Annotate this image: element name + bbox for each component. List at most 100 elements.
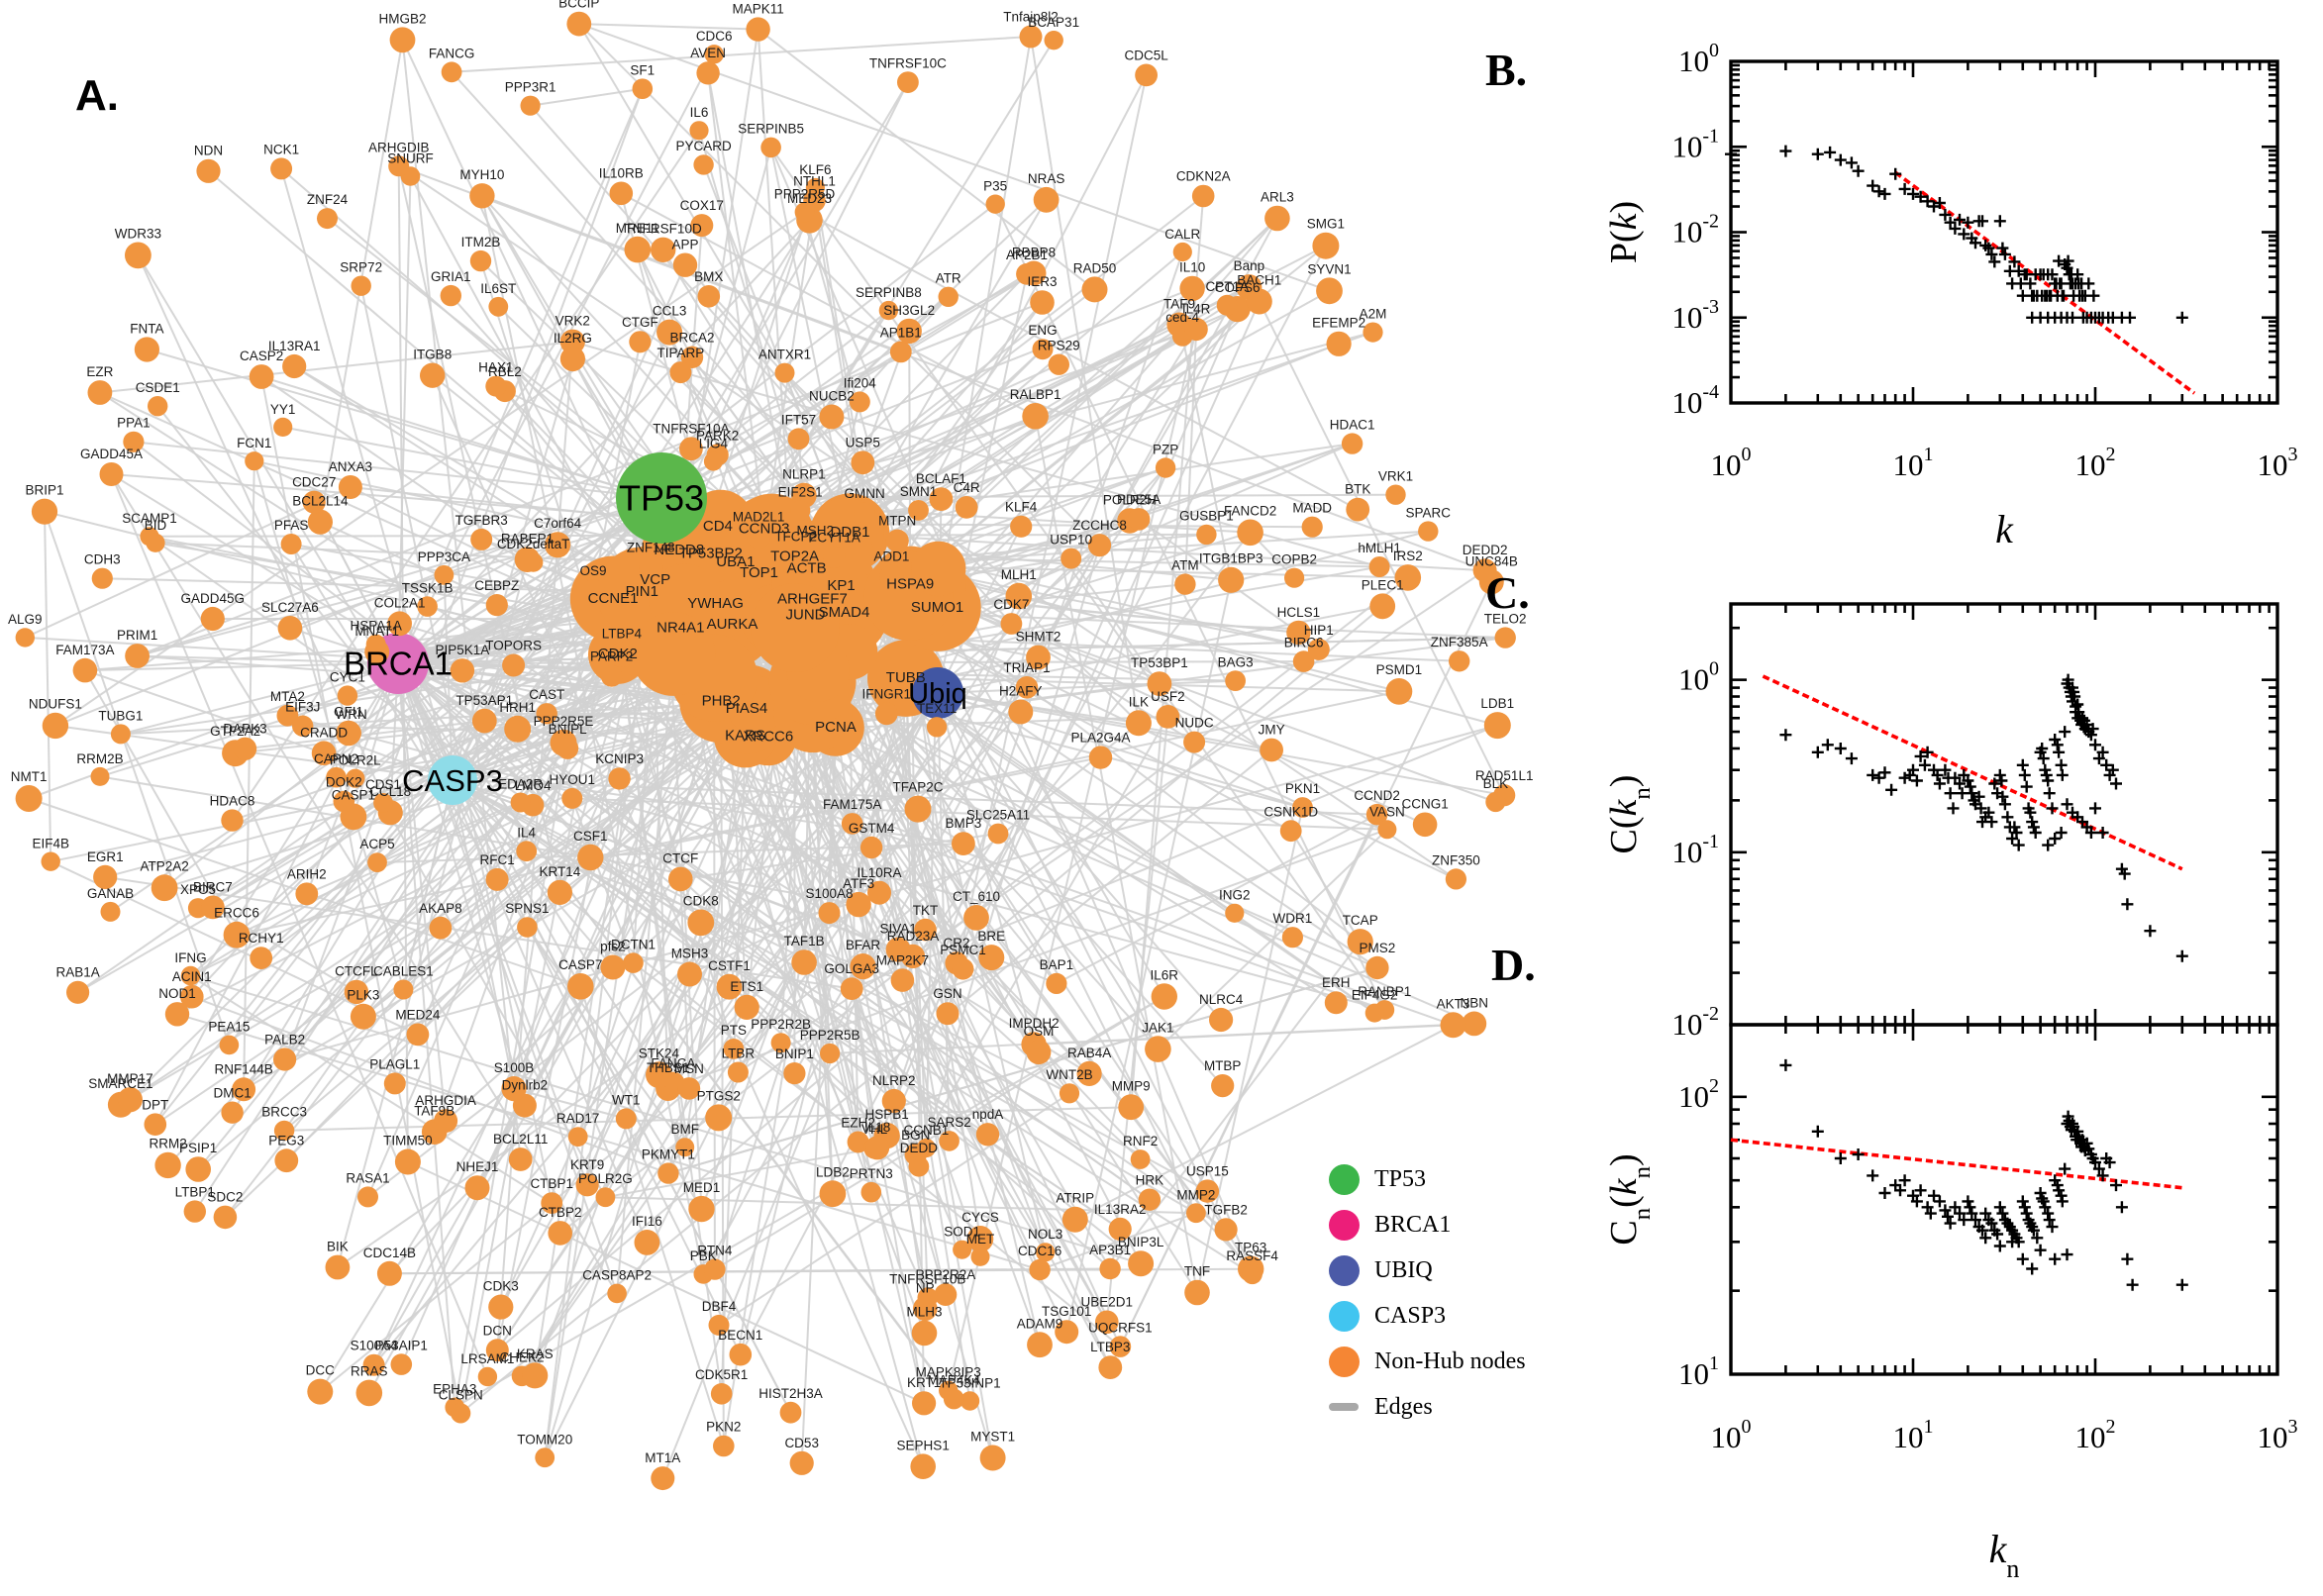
network-edge [904, 678, 929, 1298]
network-node [1246, 288, 1272, 315]
network-node [1000, 613, 1023, 635]
network-node-label: FAM173A [55, 643, 114, 657]
network-node-label: BRCA2 [669, 331, 714, 346]
network-node-label: LIG4 [699, 437, 729, 451]
network-node [1060, 548, 1082, 569]
network-node [561, 787, 583, 809]
network-node-label: PRTN3 [850, 1166, 893, 1181]
network-node-label: IFNG [174, 950, 206, 965]
network-edge [530, 87, 643, 107]
network-node-label: HIST2H3A [758, 1386, 823, 1401]
network-node [1099, 1257, 1121, 1280]
network-node-label: NDUFS1 [29, 697, 82, 712]
network-node [1364, 1003, 1384, 1023]
network-node [1462, 1011, 1487, 1037]
network-legend: TP53 BRCA1 UBIQ CASP3 Non-Hub nodes Edge… [1329, 1156, 1526, 1430]
network-node-label: MSH3 [671, 947, 709, 961]
network-node-label: THBS1 [647, 1060, 690, 1075]
network-node [536, 703, 557, 725]
network-node-label: TRIAP1 [1003, 660, 1050, 675]
network-node-label: MMP17 [107, 1071, 153, 1086]
network-node-label: EIF4B [32, 837, 69, 851]
hub-node-label: Ubiq [908, 678, 967, 710]
hub-node-label: CASP3 [402, 763, 503, 798]
network-node-label: MT1A [645, 1450, 680, 1465]
network-edge [243, 460, 255, 1090]
legend-item-nonhub: Non-Hub nodes [1329, 1339, 1526, 1384]
network-node [1155, 457, 1176, 478]
network-node [1088, 746, 1113, 769]
hub-node-CASP3 [428, 755, 477, 805]
plot-frame [1729, 59, 2279, 405]
network-node [1015, 676, 1039, 699]
scatter-point-marks [1779, 673, 2188, 962]
network-node-label: CDK2deltaT [497, 537, 570, 551]
network-edge [397, 203, 996, 664]
network-edge [571, 797, 1387, 831]
network-node-label: PSMC1 [940, 943, 986, 957]
network-node-label: BCCIP [558, 0, 599, 11]
network-node-label: CAST [529, 687, 564, 702]
x-tick-label: 100 [1711, 1416, 1752, 1454]
network-node-label: BCL2L14 [292, 494, 349, 509]
network-edge [937, 692, 1197, 1214]
network-node [789, 1450, 814, 1475]
core-node-label: KP1 [827, 577, 855, 594]
network-node-label: CALR [1164, 227, 1200, 242]
network-node-label: Ifi204 [844, 375, 877, 390]
network-node-label: HSPA1A [351, 619, 402, 634]
network-node [90, 766, 110, 786]
network-node-label: MYH10 [459, 167, 504, 182]
x-tick-label: 102 [2075, 1416, 2116, 1454]
network-node-label: CTCFL [335, 964, 378, 979]
network-node [337, 685, 358, 706]
network-node [99, 462, 124, 486]
network-edge [388, 466, 1166, 1274]
network-node-label: CTBP2 [539, 1205, 582, 1220]
network-edge [579, 986, 725, 1446]
network-node [1048, 353, 1070, 375]
network-node-label: KRT1 [907, 1375, 941, 1390]
network-node-label: TSSK1B [402, 580, 454, 595]
network-node-label: UQCRFS1 [1088, 1320, 1153, 1335]
network-node-label: RANBP1 [1358, 984, 1411, 999]
brca1-dot-icon [1329, 1209, 1360, 1241]
network-node [144, 1113, 167, 1136]
network-node [441, 61, 462, 83]
network-node [124, 242, 152, 269]
network-node-label: NLRC4 [1199, 992, 1244, 1007]
network-node-label: VHL [861, 1122, 888, 1137]
network-node-label: SERPINB8 [856, 285, 922, 300]
network-node-label: RAB1A [55, 965, 99, 980]
network-node [623, 952, 644, 973]
network-node-label: CLSPN [439, 1387, 483, 1402]
network-node-label: EDA2R [498, 777, 543, 792]
network-node-label: CDKN2A [1176, 169, 1231, 184]
network-node [1195, 1179, 1220, 1203]
network-node [885, 529, 909, 552]
network-node [1010, 515, 1033, 538]
network-node-label: TAF1B [784, 934, 825, 948]
network-node-label: RAB4A [1067, 1046, 1111, 1060]
network-node-label: USP5 [846, 435, 880, 449]
network-node-label: ATP2A2 [140, 858, 188, 873]
network-node-label: BRIP1 [25, 483, 63, 498]
network-node [859, 836, 883, 859]
network-node [1130, 1149, 1151, 1169]
network-node [860, 1181, 882, 1203]
network-node-label: WNT2B [1046, 1067, 1092, 1082]
network-node-label: MTPN [878, 514, 916, 529]
network-node [978, 945, 1005, 971]
network-node [1385, 678, 1413, 705]
network-node [336, 720, 361, 747]
network-node-label: FANCD2 [1224, 504, 1276, 519]
network-node-label: RRM2B [76, 751, 123, 766]
network-node-label: EIF3J [285, 700, 320, 715]
network-node-label: IRS2 [1393, 549, 1423, 563]
network-node [1061, 1206, 1088, 1233]
network-node-label: ATR [936, 271, 961, 286]
network-node [689, 121, 709, 141]
network-node [784, 545, 807, 566]
network-node-label: CASP2 [240, 349, 283, 363]
